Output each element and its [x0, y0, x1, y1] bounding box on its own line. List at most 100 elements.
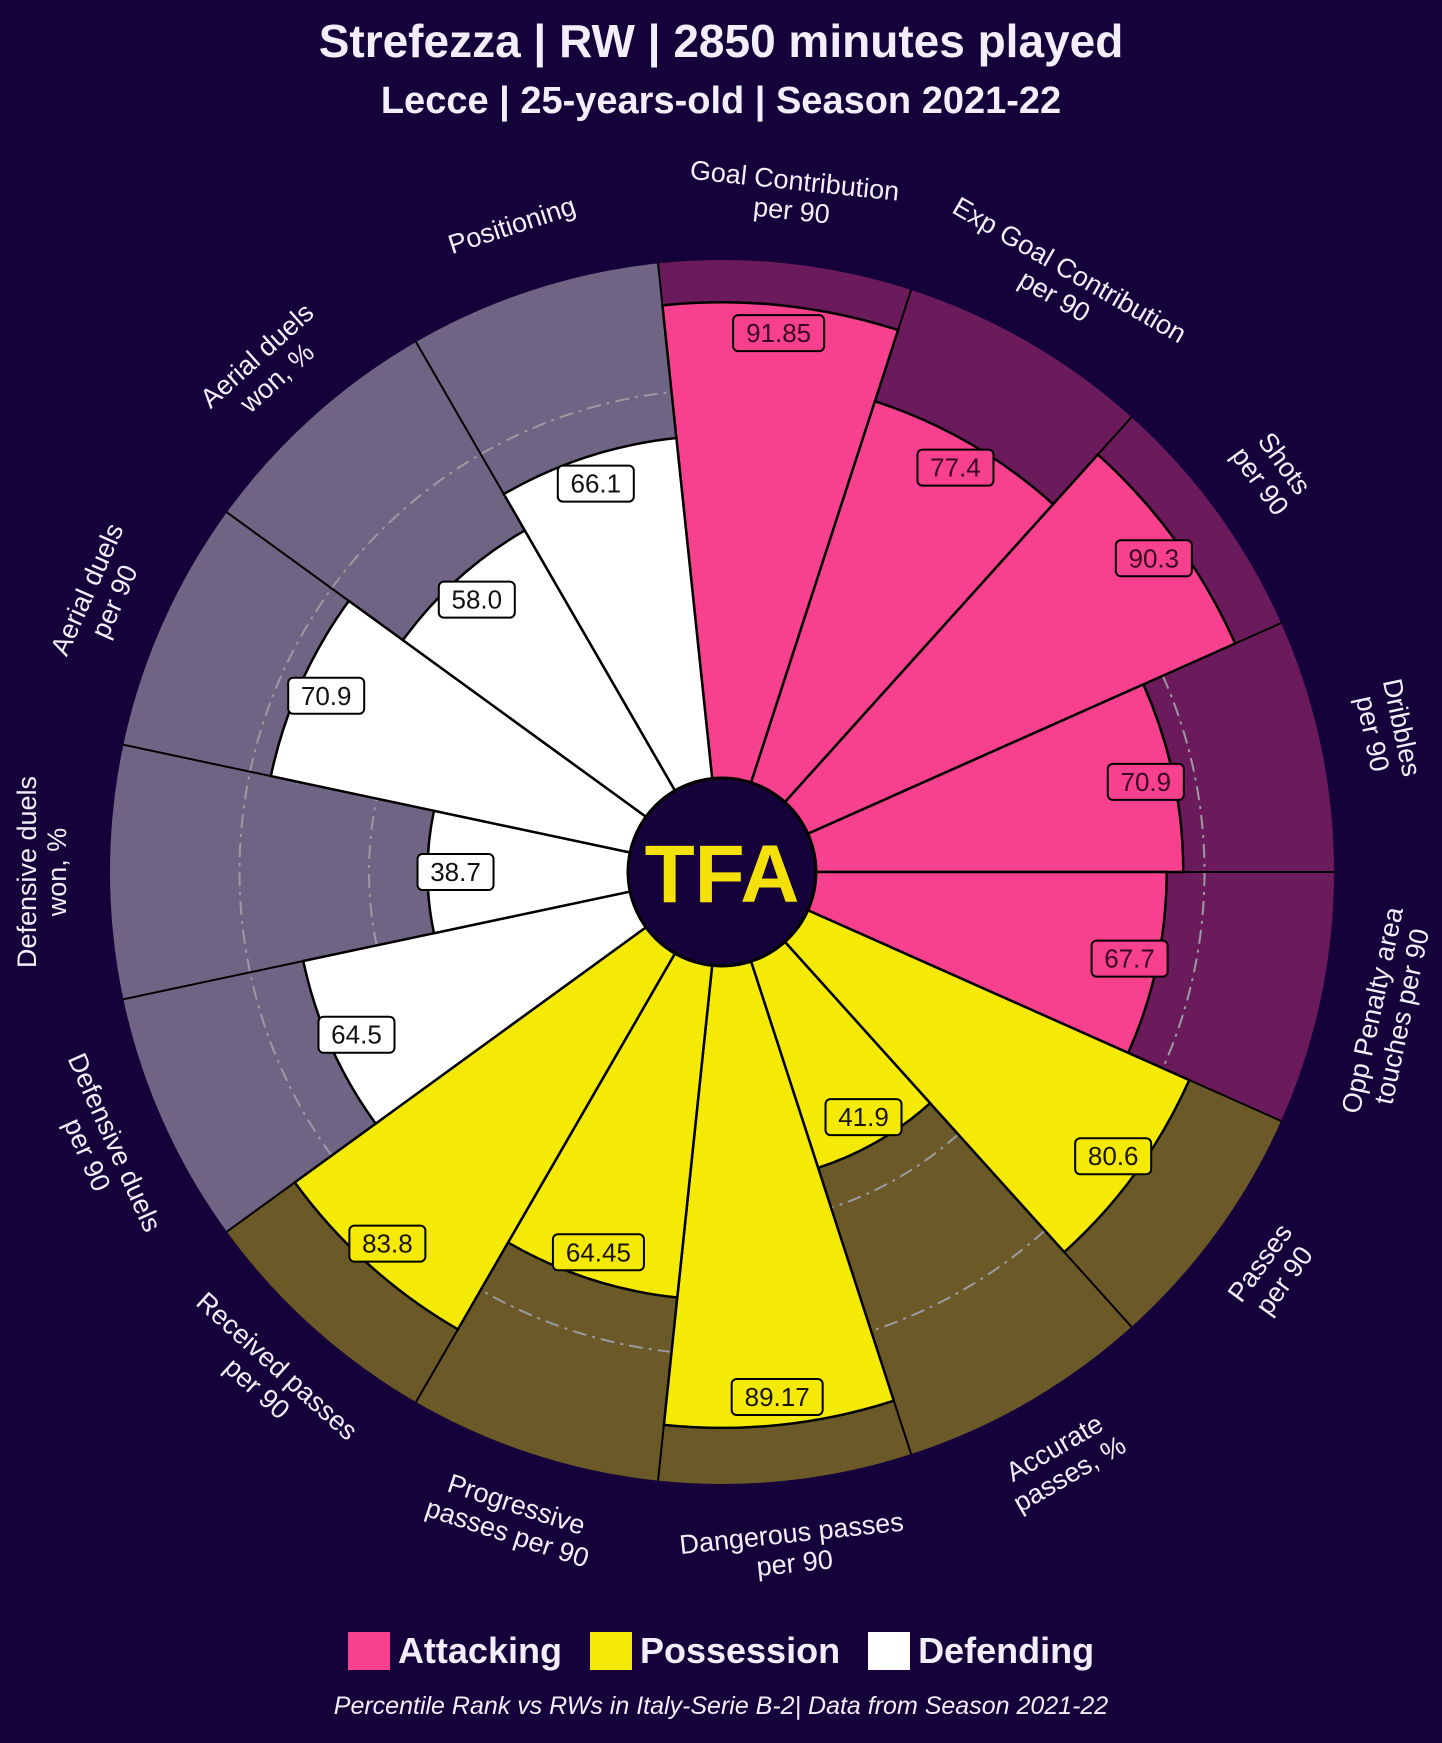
separator-dribbles-per-90 [807, 622, 1282, 835]
value-label-defensive-duels-won: 38.7 [416, 853, 495, 891]
chart-title: Strefezza | RW | 2850 minutes played [318, 15, 1124, 67]
value-label-progressive-passes-per-90: 64.45 [551, 1233, 645, 1272]
gridline-75-dribbles-per-90 [1161, 675, 1206, 873]
value-label-text: 41.9 [838, 1102, 889, 1132]
separator-progressive-passes-per-90 [657, 965, 714, 1481]
value-label-text: 64.45 [566, 1237, 631, 1267]
value-label-text: 67.7 [1104, 944, 1155, 974]
separator-aerial-duels-won [226, 511, 647, 818]
value-label-box [732, 314, 826, 353]
value-label-passes-per-90: 80.6 [1074, 1137, 1153, 1176]
legend-label-defending: Defending [918, 1630, 1095, 1671]
center-circle [626, 776, 818, 968]
value-label-text: 58.0 [451, 585, 502, 615]
value-label-aerial-duels-per-90: 70.9 [287, 676, 366, 715]
value-label-text: 70.9 [301, 681, 352, 711]
separator-aerial-duels-per-90 [123, 743, 631, 854]
tfa-logo-text: TFA [645, 829, 800, 920]
value-label-box [824, 1098, 903, 1137]
value-label-text: 89.17 [745, 1382, 810, 1412]
legend-label-attacking: Attacking [397, 1630, 562, 1671]
value-label-aerial-duels-won: 58.0 [437, 580, 516, 619]
wedge-separators [123, 263, 1334, 1481]
value-label-box [317, 1015, 396, 1054]
legend-swatch-possession [589, 1632, 632, 1670]
value-label-box [1106, 762, 1185, 801]
param-label-defensive-duels-won: Defensive duels won, % [12, 776, 72, 968]
gridline-75-opp-penalty-area-touches-per-90 [1161, 871, 1206, 1069]
gridline-75-defensive-duels-per-90 [249, 972, 333, 1157]
value-label-box [1090, 939, 1169, 978]
value-label-box [287, 676, 366, 715]
value-label-box [551, 1233, 645, 1272]
legend-item-attacking: Attacking [347, 1630, 562, 1672]
separator-goal-contribution-per-90 [657, 263, 714, 779]
gridline-75-aerial-duels-won [330, 453, 482, 589]
separator-passes-per-90 [807, 909, 1282, 1122]
value-label-box [416, 853, 495, 891]
chart-subtitle: Lecce | 25-years-old | Season 2021-22 [380, 80, 1062, 122]
value-label-text: 91.85 [746, 318, 811, 348]
value-label-exp-goal-contribution-per-90: 77.4 [916, 448, 995, 487]
value-label-box [916, 448, 995, 487]
param-label-line: won, % [42, 828, 72, 918]
legend-item-defending: Defending [868, 1630, 1094, 1672]
value-label-dribbles-per-90: 70.9 [1106, 762, 1185, 801]
gridline-75-accurate-passes [870, 1229, 1046, 1332]
value-label-box [1074, 1137, 1153, 1176]
gridline-75-defensive-duels-won [238, 771, 252, 973]
separator-positioning [415, 341, 676, 792]
value-label-text: 80.6 [1088, 1141, 1139, 1171]
separator-shots-per-90 [784, 416, 1133, 803]
separator-defensive-duels-per-90 [226, 926, 647, 1233]
value-label-text: 83.8 [362, 1229, 413, 1259]
value-slices [269, 300, 1237, 1430]
value-label-box [348, 1224, 427, 1263]
value-label-text: 38.7 [430, 857, 481, 887]
center-logo: TFA [626, 776, 818, 968]
value-label-box [556, 464, 635, 503]
gridline-75-aerial-duels-per-90 [249, 587, 333, 772]
value-label-dangerous-passes-per-90: 89.17 [730, 1378, 824, 1417]
param-label-positioning: Positioning [444, 191, 579, 260]
separator-dangerous-passes-per-90 [750, 961, 913, 1455]
value-label-defensive-duels-per-90: 64.5 [317, 1015, 396, 1054]
legend-swatch-attacking [347, 1632, 390, 1670]
value-label-shots-per-90: 90.3 [1114, 539, 1193, 578]
gridline-75-progressive-passes-per-90 [480, 1288, 672, 1353]
legend-label-possession: Possession [639, 1630, 841, 1671]
bg-wedge-defensive-duels-won [110, 744, 631, 1000]
gridline-75-positioning [480, 391, 672, 456]
value-label-text: 90.3 [1129, 543, 1180, 573]
value-label-opp-penalty-area-touches-per-90: 67.7 [1090, 939, 1169, 978]
separator-defensive-duels-won [123, 890, 631, 1001]
legend-item-possession: Possession [589, 1630, 841, 1672]
param-label-line: Defensive duels [12, 776, 42, 968]
value-label-box [730, 1378, 824, 1417]
separator-accurate-passes [784, 941, 1133, 1328]
value-labels: 91.85 77.4 90.3 70.9 67.7 80.6 41.9 89.17 64.45 8… [287, 314, 1193, 1417]
value-label-received-passes-per-90: 83.8 [348, 1224, 427, 1263]
value-label-text: 66.1 [570, 469, 621, 499]
value-label-text: 70.9 [1120, 767, 1171, 797]
value-label-text: 64.5 [331, 1020, 382, 1050]
value-label-text: 77.4 [930, 453, 981, 483]
separator-received-passes-per-90 [415, 952, 676, 1403]
footer-note: Percentile Rank vs RWs in Italy-Serie B-… [333, 1692, 1109, 1720]
separator-exp-goal-contribution-per-90 [750, 289, 913, 783]
value-label-positioning: 66.1 [556, 464, 635, 503]
param-label-line: Positioning [444, 191, 579, 260]
value-label-accurate-passes: 41.9 [824, 1098, 903, 1137]
legend-swatch-defending [868, 1632, 911, 1670]
pizza-chart: 91.85 77.4 90.3 70.9 67.7 80.6 41.9 89.17 64.45 8… [12, 155, 1435, 1582]
value-label-goal-contribution-per-90: 91.85 [732, 314, 826, 353]
legend: Attacking Possession Defending [0, 1630, 1442, 1672]
